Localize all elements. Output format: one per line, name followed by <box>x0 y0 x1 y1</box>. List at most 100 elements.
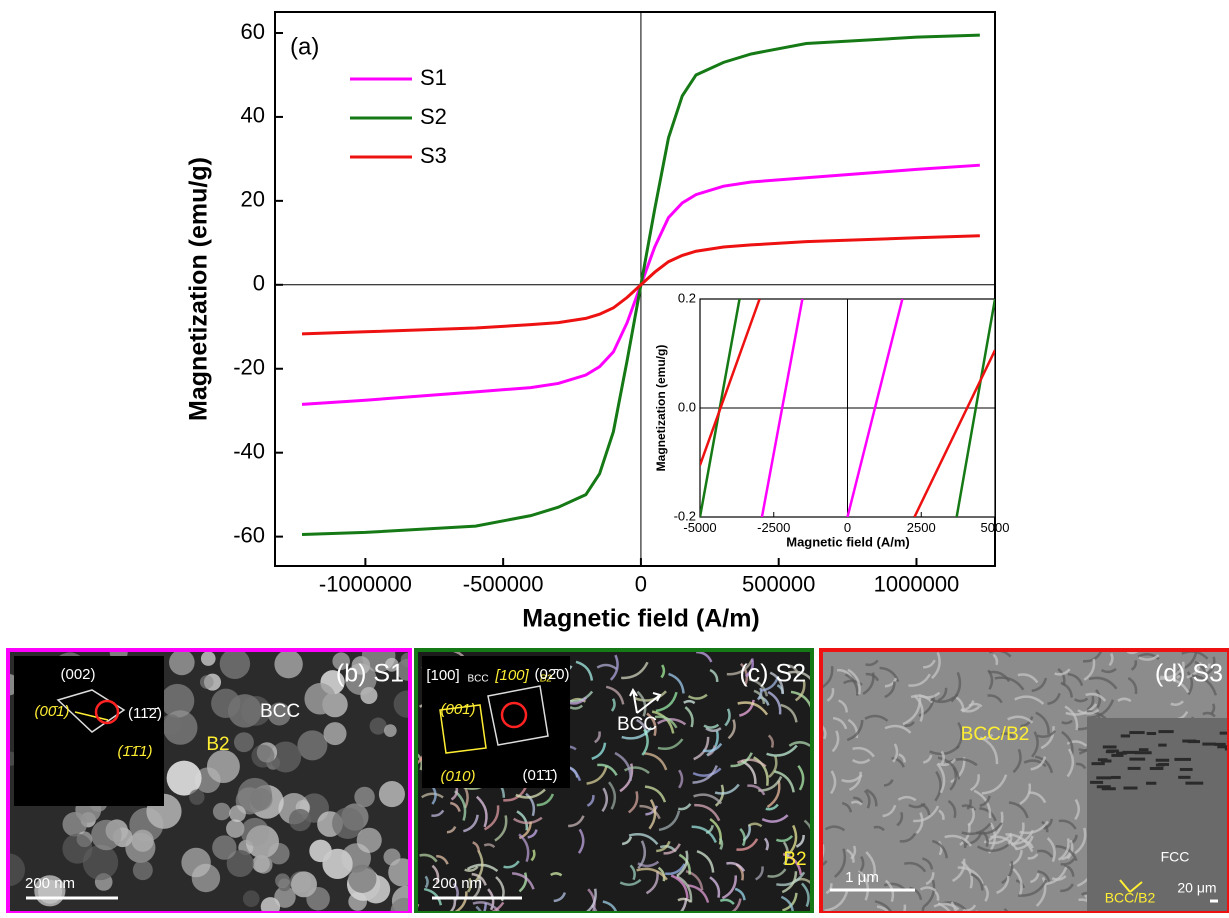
texture <box>892 743 899 763</box>
texture <box>634 690 667 702</box>
texture <box>930 693 959 704</box>
texture <box>637 840 647 870</box>
texture <box>726 861 746 872</box>
x-tick-label: -5000 <box>683 520 716 535</box>
texture <box>1159 667 1183 679</box>
texture <box>1108 652 1114 667</box>
texture <box>568 815 585 828</box>
texture <box>891 757 905 768</box>
texture <box>332 652 350 670</box>
texture <box>915 812 924 834</box>
texture <box>1179 767 1193 771</box>
texture <box>1130 660 1138 671</box>
texture <box>260 897 281 913</box>
texture <box>738 699 755 717</box>
texture <box>739 827 746 847</box>
texture <box>1088 676 1118 690</box>
texture <box>726 659 754 676</box>
texture <box>1083 658 1096 681</box>
texture <box>1129 731 1145 735</box>
texture <box>1046 837 1056 863</box>
diffraction-lattice <box>439 704 487 754</box>
texture <box>1019 783 1032 805</box>
texture <box>1178 775 1191 779</box>
texture <box>1090 780 1104 784</box>
texture <box>748 678 769 697</box>
texture <box>934 770 942 802</box>
texture <box>1219 731 1229 735</box>
texture <box>1007 715 1034 724</box>
texture <box>719 898 735 905</box>
texture <box>838 699 848 713</box>
texture <box>1096 776 1112 780</box>
texture <box>937 687 948 702</box>
texture <box>1202 711 1216 718</box>
texture <box>1067 672 1084 687</box>
texture <box>1000 732 1015 739</box>
texture <box>981 774 1008 795</box>
texture <box>250 787 273 811</box>
texture <box>975 822 1003 835</box>
texture <box>833 848 847 878</box>
texture <box>923 754 933 764</box>
texture <box>348 892 367 911</box>
series-line <box>700 299 995 517</box>
texture <box>824 825 846 832</box>
texture <box>1102 745 1117 749</box>
texture <box>1043 818 1054 830</box>
diffraction-lattice <box>487 685 549 746</box>
texture <box>621 661 649 680</box>
panel-label: (b) S1 <box>336 660 404 688</box>
texture <box>629 864 636 881</box>
texture <box>774 770 795 793</box>
annotation: (01̄1̄) <box>522 767 557 784</box>
texture <box>902 697 922 726</box>
texture <box>992 653 999 666</box>
texture <box>1073 697 1089 703</box>
texture <box>832 716 848 730</box>
texture <box>691 825 718 844</box>
micrograph-image: (d) S3 BCC/B2 1 μm FCC BCC/B2 20 μm <box>821 650 1229 913</box>
texture <box>766 744 798 757</box>
selected-spot <box>500 701 528 729</box>
texture <box>82 844 119 881</box>
texture <box>1008 801 1029 819</box>
texture <box>1010 822 1025 847</box>
diffraction-lattice <box>56 689 126 733</box>
texture <box>745 658 755 678</box>
texture <box>966 799 972 810</box>
texture <box>614 751 632 782</box>
annotation: BCC <box>617 714 657 735</box>
texture <box>904 721 915 727</box>
texture <box>1116 751 1128 755</box>
texture <box>737 701 769 716</box>
texture <box>844 673 859 696</box>
y-tick-label: 40 <box>241 103 265 128</box>
x-tick-label: -1000000 <box>319 572 412 597</box>
texture <box>419 853 438 863</box>
texture <box>1138 748 1149 752</box>
texture <box>1214 742 1226 746</box>
texture <box>664 863 686 876</box>
texture <box>709 668 719 682</box>
texture <box>1075 762 1087 770</box>
texture <box>734 887 746 901</box>
texture <box>586 765 608 785</box>
texture <box>913 695 924 722</box>
texture <box>323 722 347 746</box>
texture <box>400 652 410 668</box>
texture <box>976 843 1009 853</box>
texture <box>348 864 377 893</box>
texture <box>1020 716 1034 728</box>
annotation: [100] <box>426 667 459 684</box>
texture <box>847 668 861 695</box>
texture <box>902 904 907 913</box>
micrographs: (b) S1 (002) (00̄1) (11̄2̄) (1̄1̄1) BCC B2 200 … <box>6 648 1229 915</box>
texture <box>727 898 742 913</box>
texture <box>191 863 221 893</box>
texture <box>940 750 945 765</box>
texture <box>951 858 966 883</box>
texture <box>933 902 960 911</box>
texture <box>897 795 917 802</box>
texture <box>467 877 473 893</box>
